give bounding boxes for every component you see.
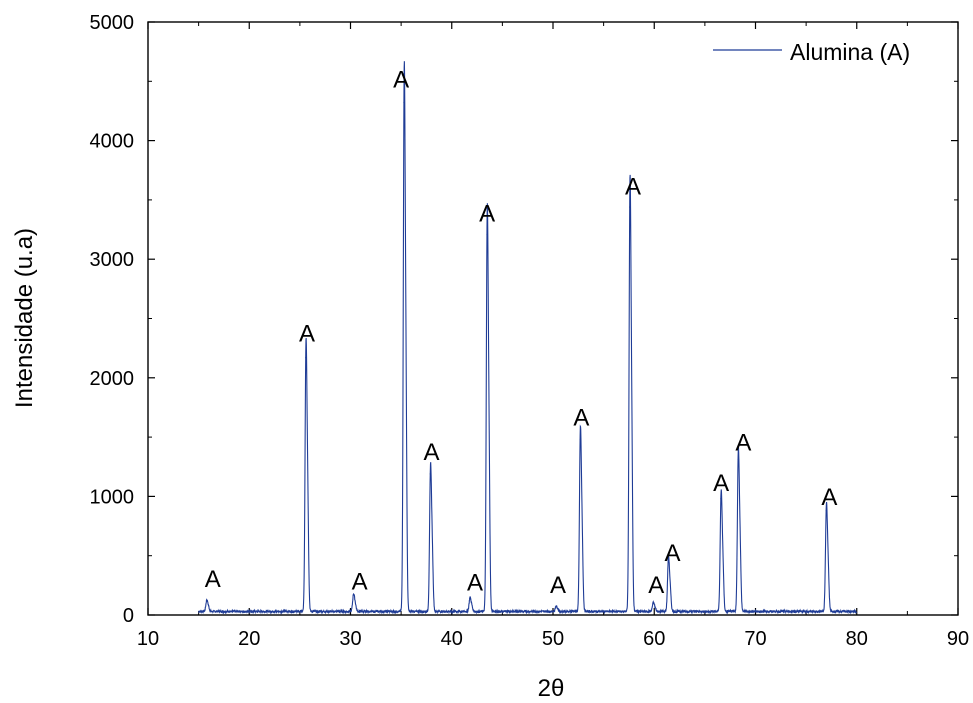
x-axis-label: 2θ [538,675,565,702]
axes: 10 20 30 40 50 60 70 80 90 0 1000 2000 3000 4000 5000 [90,12,970,650]
x-tick-label: 90 [947,628,969,650]
peak-label: A [479,201,495,228]
y-tick-label: 1000 [90,486,135,508]
peak-point [205,599,208,602]
plot-frame [147,21,959,616]
peak-point [469,597,471,600]
peak-label: A [299,320,315,347]
x-tick-label: 70 [744,628,766,650]
peak-point [737,458,740,461]
peak-point [403,101,405,104]
peak-point [579,438,582,441]
peak-label: A [205,566,221,593]
peak-point [305,356,307,359]
peak-label: A [735,430,751,457]
peak-label: A [664,540,680,567]
peak-point [429,473,432,475]
peak-label: A [713,470,729,497]
peak-label: A [625,173,641,200]
peak-point [720,497,722,500]
peak-label: A [573,405,589,432]
peak-point [352,594,355,596]
y-tick-label: 5000 [90,12,135,34]
peak-point [629,206,631,208]
peak-label: A [648,572,664,599]
y-tick-label: 3000 [90,249,135,271]
peak-point [667,559,670,562]
peak-point [486,233,488,236]
peak-label: A [352,568,368,595]
y-tick-label: 0 [123,605,134,627]
peak-label: A [550,572,566,599]
y-axis-label: Intensidade (u.a) [11,228,38,408]
peak-point [555,605,557,608]
peak-label: A [423,439,439,466]
x-tick-label: 20 [238,628,260,650]
x-tick-label: 50 [542,628,564,650]
legend-label: Alumina (A) [790,39,910,65]
peak-point [652,602,655,604]
series-layer [198,61,857,615]
y-tick-label: 4000 [90,131,135,153]
x-tick-label: 10 [137,628,159,650]
series-line [198,61,857,615]
y-tick-label: 2000 [90,368,135,390]
x-tick-label: 60 [643,628,665,650]
x-tick-label: 30 [339,628,361,650]
peak-label: A [467,569,483,596]
peak-label: A [393,67,409,94]
x-tick-label: 40 [441,628,463,650]
legend: Alumina (A) [713,39,910,65]
peak-point [825,509,828,512]
peak-label: A [821,484,837,511]
x-tick-label: 80 [846,628,868,650]
